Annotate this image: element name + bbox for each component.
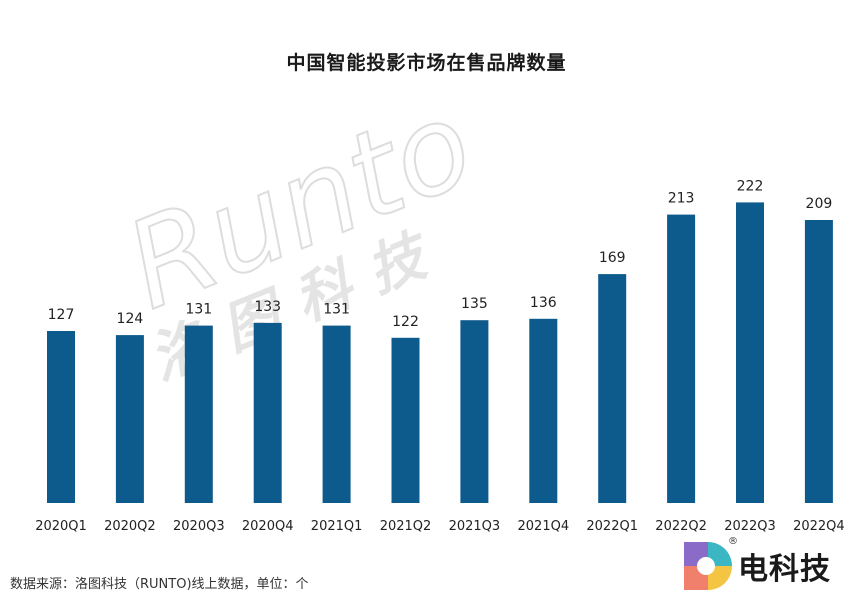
x-tick-label-2020Q4: 2020Q4 — [242, 519, 294, 534]
x-tick-label-2020Q2: 2020Q2 — [104, 519, 156, 534]
bar-2021Q3 — [460, 320, 489, 503]
bar-2021Q4 — [529, 318, 558, 503]
value-label-2021Q3: 135 — [461, 296, 488, 312]
value-label-2020Q2: 124 — [117, 311, 144, 327]
x-tick-label-2020Q1: 2020Q1 — [35, 519, 87, 534]
registered-mark: ® — [728, 536, 738, 547]
value-label-2022Q1: 169 — [599, 250, 626, 266]
value-label-2021Q1: 131 — [323, 302, 350, 318]
value-label-2020Q3: 131 — [185, 302, 212, 318]
bar-2021Q1 — [322, 325, 351, 503]
x-tick-label-2022Q4: 2022Q4 — [793, 519, 845, 534]
bar-2020Q3 — [184, 325, 213, 503]
logo-text: 电科技 — [738, 552, 831, 587]
value-label-2022Q4: 209 — [806, 196, 833, 212]
bar-2020Q1 — [47, 331, 75, 503]
value-label-2022Q3: 222 — [737, 178, 764, 194]
source-note: 数据来源：洛图科技（RUNTO)线上数据，单位：个 — [10, 577, 309, 592]
x-tick-label-2020Q3: 2020Q3 — [173, 519, 225, 534]
bar-2022Q3 — [736, 202, 764, 503]
x-tick-label-2021Q2: 2021Q2 — [380, 519, 432, 534]
bar-2021Q2 — [391, 337, 420, 503]
x-tick-label-2021Q3: 2021Q3 — [449, 519, 501, 534]
x-tick-labels-group: 2020Q1 2020Q2 2020Q3 2020Q4 2021Q1 2021Q2 2021… — [35, 519, 844, 534]
x-tick-label-2022Q1: 2022Q1 — [586, 519, 638, 534]
value-label-2020Q4: 133 — [254, 299, 281, 315]
bar-2020Q4 — [253, 322, 282, 503]
bar-2022Q4 — [804, 220, 833, 503]
value-label-2021Q4: 136 — [530, 295, 557, 311]
brand-logo: ® 电科技 — [676, 536, 851, 596]
x-tick-label-2022Q3: 2022Q3 — [724, 519, 776, 534]
chart-title: 中国智能投影市场在售品牌数量 — [286, 52, 567, 74]
bar-2022Q1 — [598, 274, 627, 503]
bars-group — [47, 202, 833, 503]
value-label-2020Q1: 127 — [48, 307, 75, 323]
value-label-2021Q2: 122 — [392, 314, 419, 330]
bar-2020Q2 — [115, 335, 144, 503]
x-tick-label-2022Q2: 2022Q2 — [655, 519, 707, 534]
bar-2022Q2 — [667, 214, 696, 503]
value-label-2022Q2: 213 — [668, 191, 695, 207]
value-labels-group: 127 124 131 133 131 122 135 136 169 213 222 209 — [48, 178, 833, 329]
x-tick-label-2021Q4: 2021Q4 — [518, 519, 570, 534]
x-tick-label-2021Q1: 2021Q1 — [311, 519, 363, 534]
colorful-d-logo-icon — [684, 542, 732, 590]
